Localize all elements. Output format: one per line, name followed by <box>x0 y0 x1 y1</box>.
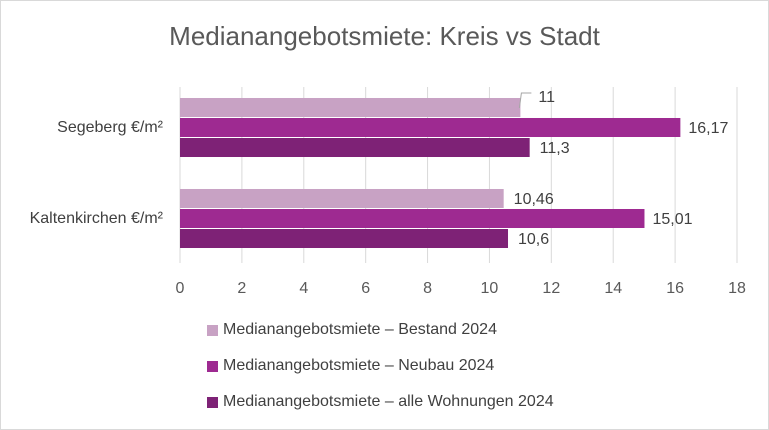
x-tick-label: 18 <box>728 280 746 297</box>
x-tick-label: 14 <box>604 280 622 297</box>
data-label: 15,01 <box>652 211 692 228</box>
data-label: 16,17 <box>688 120 728 137</box>
x-tick-label: 16 <box>666 280 684 297</box>
legend-label: Medianangebotsmiete – Neubau 2024 <box>223 357 495 374</box>
category-label: Kaltenkirchen €/m² <box>30 210 164 227</box>
data-label: 10,46 <box>514 191 554 208</box>
legend-swatch <box>207 396 218 408</box>
data-label: 11,3 <box>540 140 570 157</box>
leader-line <box>518 92 532 109</box>
bar <box>180 138 530 157</box>
data-label: 11 <box>538 89 555 106</box>
legend-item-neubau: Medianangebotsmiete – Neubau 2024 <box>207 357 494 375</box>
x-tick-label: 0 <box>176 280 185 297</box>
bar <box>180 118 681 137</box>
bar <box>180 98 521 117</box>
data-label: 10,6 <box>518 231 549 248</box>
legend-label: Medianangebotsmiete – Bestand 2024 <box>223 321 497 338</box>
legend-swatch <box>207 360 218 372</box>
legend-item-bestand: Medianangebotsmiete – Bestand 2024 <box>207 321 497 339</box>
legend-label: Medianangebotsmiete – alle Wohnungen 202… <box>223 393 554 410</box>
x-tick-label: 4 <box>299 280 308 297</box>
chart-title: Medianangebotsmiete: Kreis vs Stadt <box>169 21 600 51</box>
category-label: Segeberg €/m² <box>57 119 164 136</box>
legend-swatch <box>207 324 218 336</box>
legend-item-alle: Medianangebotsmiete – alle Wohnungen 202… <box>207 393 554 411</box>
bar <box>180 209 645 228</box>
x-tick-label: 8 <box>423 280 432 297</box>
x-tick-label: 6 <box>361 280 370 297</box>
x-tick-label: 2 <box>237 280 246 297</box>
x-tick-label: 10 <box>481 280 499 297</box>
bar <box>180 189 504 208</box>
bar <box>180 229 509 248</box>
x-tick-label: 12 <box>542 280 560 297</box>
